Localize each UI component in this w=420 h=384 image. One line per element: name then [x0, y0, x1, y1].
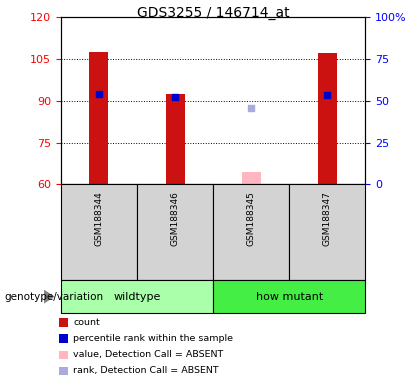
Bar [318, 53, 337, 184]
Text: wildtype: wildtype [113, 291, 161, 302]
Point [172, 94, 178, 100]
Bar [61, 280, 213, 313]
Text: GDS3255 / 146714_at: GDS3255 / 146714_at [137, 6, 289, 20]
Text: how mutant: how mutant [256, 291, 323, 302]
Bar [165, 94, 185, 184]
Point [96, 91, 102, 97]
Text: genotype/variation: genotype/variation [4, 291, 103, 302]
Point [324, 92, 331, 98]
Text: GSM188346: GSM188346 [171, 191, 180, 246]
Text: percentile rank within the sample: percentile rank within the sample [73, 334, 233, 343]
Bar [213, 280, 365, 313]
Bar [89, 52, 108, 184]
Bar [289, 184, 365, 280]
Text: GSM188344: GSM188344 [94, 191, 103, 246]
Bar [61, 184, 137, 280]
Bar [241, 172, 261, 184]
Text: GSM188347: GSM188347 [323, 191, 332, 246]
Text: count: count [73, 318, 100, 327]
Text: GSM188345: GSM188345 [247, 191, 256, 246]
Text: value, Detection Call = ABSENT: value, Detection Call = ABSENT [73, 350, 223, 359]
Text: rank, Detection Call = ABSENT: rank, Detection Call = ABSENT [73, 366, 219, 376]
Point [248, 105, 255, 111]
Bar [137, 184, 213, 280]
Bar [213, 184, 289, 280]
